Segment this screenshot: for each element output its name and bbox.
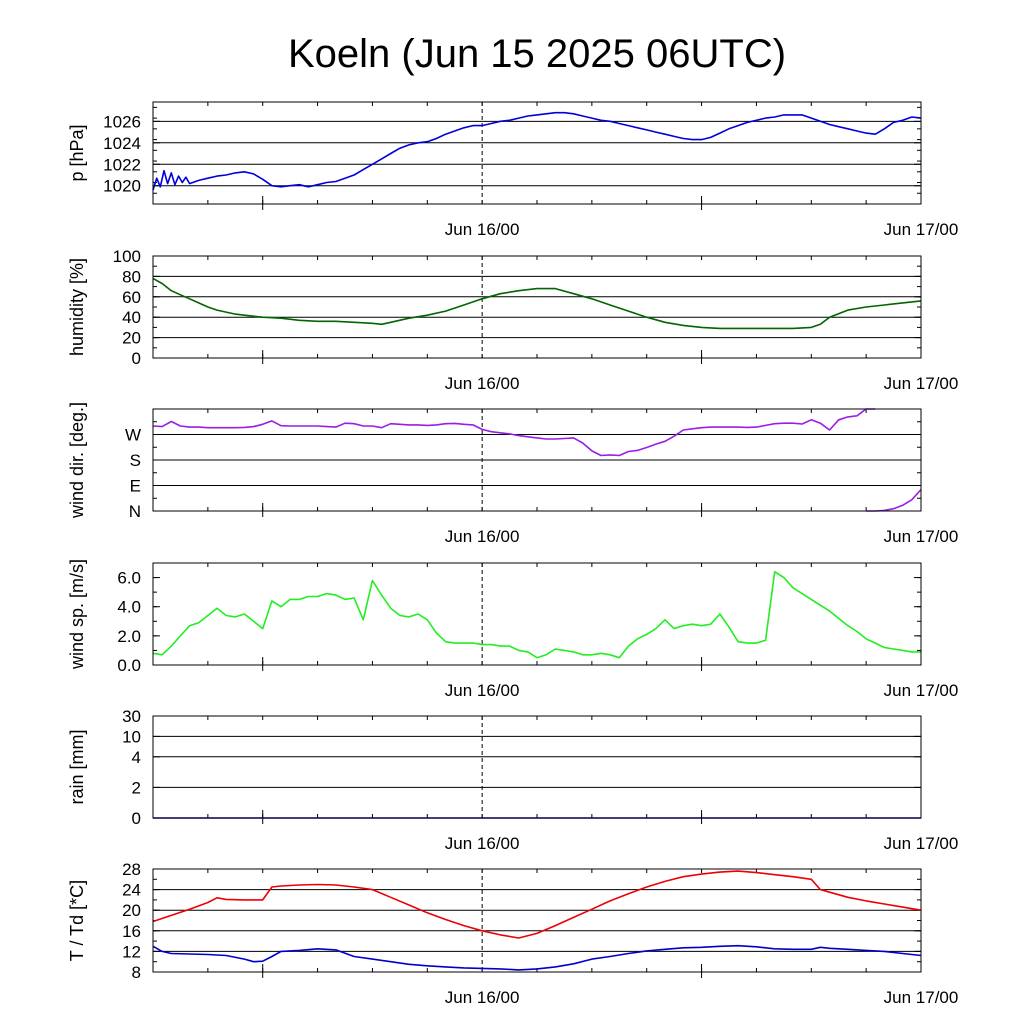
temperature-y-tick-label: 24 bbox=[122, 881, 141, 900]
wind-dir-y-tick-label: S bbox=[130, 451, 141, 470]
pressure-plot-frame bbox=[152, 101, 922, 205]
pressure-y-axis-label: p [hPa] bbox=[67, 124, 87, 181]
wind-dir-y-tick-label: N bbox=[129, 502, 141, 521]
wind-speed-y-tick-label: 0.0 bbox=[117, 656, 141, 675]
humidity-y-tick-label: 100 bbox=[113, 247, 141, 266]
wind-speed-y-tick-label: 6.0 bbox=[117, 569, 141, 588]
rain-x-tick-label: Jun 16/00 bbox=[445, 834, 520, 853]
wind-dir-series-line-2 bbox=[866, 488, 922, 512]
pressure-panel: 1020 1022 1024 1026 Jun 16/00 Jun 17/00 p [hPa… bbox=[67, 101, 959, 239]
humidity-y-axis-label: humidity [%] bbox=[67, 258, 87, 356]
wind-speed-y-axis-label: wind sp. [m/s] bbox=[67, 559, 87, 670]
temperature-y-axis-label: T / Td [*C] bbox=[67, 880, 87, 961]
rain-y-axis-label: rain [mm] bbox=[67, 729, 87, 804]
wind-dir-x-tick-label: Jun 17/00 bbox=[884, 527, 959, 546]
chart-title: Koeln (Jun 15 2025 06UTC) bbox=[288, 32, 786, 76]
wind-speed-x-tick-label: Jun 17/00 bbox=[884, 681, 959, 700]
humidity-y-tick-label: 60 bbox=[122, 288, 141, 307]
temperature-series-line-1 bbox=[152, 870, 922, 939]
rain-plot-frame bbox=[152, 715, 922, 819]
rain-y-tick-label: 30 bbox=[122, 707, 141, 726]
rain-y-tick-label: 10 bbox=[122, 727, 141, 746]
humidity-y-tick-label: 20 bbox=[122, 329, 141, 348]
wind-speed-series-line bbox=[152, 570, 921, 659]
wind-dir-x-tick-label: Jun 16/00 bbox=[445, 527, 520, 546]
humidity-x-tick-label: Jun 16/00 bbox=[445, 374, 520, 393]
pressure-y-tick-label: 1020 bbox=[103, 177, 141, 196]
wind-speed-y-tick-label: 4.0 bbox=[117, 598, 141, 617]
temperature-y-tick-label: 16 bbox=[122, 922, 141, 941]
rain-x-tick-label: Jun 17/00 bbox=[884, 834, 959, 853]
wind-dir-series-line-1 bbox=[152, 408, 876, 457]
humidity-y-tick-label: 0 bbox=[132, 349, 141, 368]
pressure-series-line bbox=[152, 111, 922, 191]
temperature-y-tick-label: 20 bbox=[122, 901, 141, 920]
temperature-x-tick-label: Jun 17/00 bbox=[884, 988, 959, 1007]
wind-dir-y-tick-label: W bbox=[125, 426, 141, 445]
wind-speed-x-tick-label: Jun 16/00 bbox=[445, 681, 520, 700]
pressure-x-tick-label: Jun 16/00 bbox=[445, 220, 520, 239]
temperature-y-tick-label: 8 bbox=[132, 963, 141, 982]
wind-dir-plot-frame bbox=[152, 408, 922, 512]
wind-speed-panel: 0.0 2.0 4.0 6.0 Jun 16/00 Jun 17/00 wind sp. [… bbox=[67, 559, 958, 700]
rain-y-tick-label: 4 bbox=[132, 748, 141, 767]
wind-speed-y-tick-label: 2.0 bbox=[117, 627, 141, 646]
rain-y-tick-label: 2 bbox=[132, 778, 141, 797]
humidity-y-tick-label: 40 bbox=[122, 308, 141, 327]
temperature-y-tick-label: 12 bbox=[122, 942, 141, 961]
pressure-y-tick-label: 1022 bbox=[103, 155, 141, 174]
humidity-x-tick-label: Jun 17/00 bbox=[884, 374, 959, 393]
pressure-x-tick-label: Jun 17/00 bbox=[884, 220, 959, 239]
pressure-y-tick-label: 1026 bbox=[103, 112, 141, 131]
pressure-y-tick-label: 1024 bbox=[103, 134, 141, 153]
temperature-series-line-2 bbox=[152, 944, 922, 971]
rain-y-tick-label: 0 bbox=[132, 809, 141, 828]
humidity-y-tick-label: 80 bbox=[122, 267, 141, 286]
temperature-plot-frame bbox=[152, 868, 922, 973]
wind-dir-y-axis-label: wind dir. [deg.] bbox=[67, 402, 87, 519]
temperature-y-tick-label: 28 bbox=[122, 860, 141, 879]
humidity-plot-frame bbox=[152, 255, 922, 359]
wind-dir-y-tick-label: E bbox=[130, 477, 141, 496]
wind-speed-plot-frame bbox=[152, 562, 922, 666]
temperature-x-tick-label: Jun 16/00 bbox=[445, 988, 520, 1007]
humidity-series-line bbox=[152, 277, 922, 330]
